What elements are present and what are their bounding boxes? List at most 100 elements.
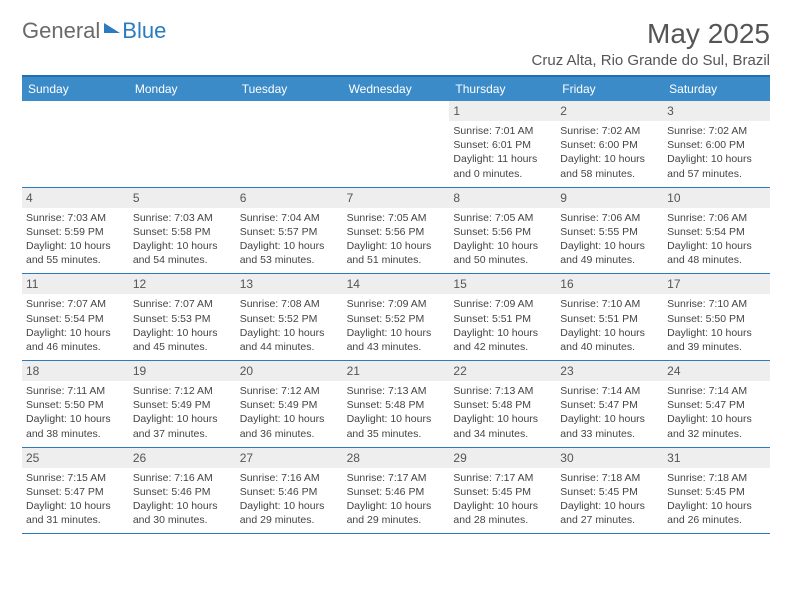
calendar-day: 14Sunrise: 7:09 AMSunset: 5:52 PMDayligh… — [343, 274, 450, 360]
sunrise-text: Sunrise: 7:07 AM — [133, 297, 232, 311]
sunrise-text: Sunrise: 7:18 AM — [560, 471, 659, 485]
daylight-text: Daylight: 10 hours and 40 minutes. — [560, 326, 659, 354]
day-info: Sunrise: 7:16 AMSunset: 5:46 PMDaylight:… — [133, 471, 232, 528]
sunrise-text: Sunrise: 7:02 AM — [560, 124, 659, 138]
day-number: 10 — [663, 188, 770, 208]
day-number: 14 — [343, 274, 450, 294]
daylight-text: Daylight: 10 hours and 29 minutes. — [240, 499, 339, 527]
daylight-text: Daylight: 10 hours and 29 minutes. — [347, 499, 446, 527]
daylight-text: Daylight: 10 hours and 34 minutes. — [453, 412, 552, 440]
day-of-week-cell: Monday — [129, 77, 236, 101]
sunrise-text: Sunrise: 7:06 AM — [667, 211, 766, 225]
calendar-week: 18Sunrise: 7:11 AMSunset: 5:50 PMDayligh… — [22, 361, 770, 448]
sunset-text: Sunset: 5:57 PM — [240, 225, 339, 239]
sunrise-text: Sunrise: 7:09 AM — [453, 297, 552, 311]
calendar-day: 19Sunrise: 7:12 AMSunset: 5:49 PMDayligh… — [129, 361, 236, 447]
calendar-day: 28 Sunrise: 7:17 AMSunset: 5:46 PMDayligh… — [343, 448, 450, 534]
day-number: 5 — [129, 188, 236, 208]
sunset-text: Sunset: 5:47 PM — [26, 485, 125, 499]
daylight-text: Daylight: 10 hours and 27 minutes. — [560, 499, 659, 527]
day-info: Sunrise: 7:17 AMSunset: 5:46 PMDaylight:… — [347, 471, 446, 528]
sunset-text: Sunset: 5:51 PM — [453, 312, 552, 326]
calendar-day: 26Sunrise: 7:16 AMSunset: 5:46 PMDayligh… — [129, 448, 236, 534]
day-info: Sunrise: 7:03 AMSunset: 5:58 PMDaylight:… — [133, 211, 232, 268]
day-info: Sunrise: 7:10 AMSunset: 5:50 PMDaylight:… — [667, 297, 766, 354]
sunrise-text: Sunrise: 7:03 AM — [26, 211, 125, 225]
day-number: 30 — [556, 448, 663, 468]
sunset-text: Sunset: 5:52 PM — [240, 312, 339, 326]
daylight-text: Daylight: 10 hours and 37 minutes. — [133, 412, 232, 440]
day-number: 15 — [449, 274, 556, 294]
day-of-week-cell: Sunday — [22, 77, 129, 101]
day-number: 17 — [663, 274, 770, 294]
day-info: Sunrise: 7:18 AMSunset: 5:45 PMDaylight:… — [667, 471, 766, 528]
day-number: 1 — [449, 101, 556, 121]
sunset-text: Sunset: 5:56 PM — [347, 225, 446, 239]
day-info: Sunrise: 7:12 AMSunset: 5:49 PMDaylight:… — [240, 384, 339, 441]
calendar-day: 20Sunrise: 7:12 AMSunset: 5:49 PMDayligh… — [236, 361, 343, 447]
day-number: 7 — [343, 188, 450, 208]
sunrise-text: Sunrise: 7:15 AM — [26, 471, 125, 485]
daylight-text: Daylight: 10 hours and 45 minutes. — [133, 326, 232, 354]
sunset-text: Sunset: 5:50 PM — [26, 398, 125, 412]
daylight-text: Daylight: 10 hours and 38 minutes. — [26, 412, 125, 440]
sunrise-text: Sunrise: 7:05 AM — [347, 211, 446, 225]
calendar-day: . — [129, 101, 236, 187]
day-info: Sunrise: 7:05 AMSunset: 5:56 PMDaylight:… — [453, 211, 552, 268]
day-number: 22 — [449, 361, 556, 381]
day-info: Sunrise: 7:18 AMSunset: 5:45 PMDaylight:… — [560, 471, 659, 528]
daylight-text: Daylight: 11 hours and 0 minutes. — [453, 152, 552, 180]
day-of-week-cell: Saturday — [663, 77, 770, 101]
day-info: Sunrise: 7:16 AMSunset: 5:46 PMDaylight:… — [240, 471, 339, 528]
day-info: Sunrise: 7:01 AMSunset: 6:01 PMDaylight:… — [453, 124, 552, 181]
calendar-day: . — [343, 101, 450, 187]
day-info: Sunrise: 7:02 AMSunset: 6:00 PMDaylight:… — [667, 124, 766, 181]
calendar-day: 10Sunrise: 7:06 AMSunset: 5:54 PMDayligh… — [663, 188, 770, 274]
daylight-text: Daylight: 10 hours and 49 minutes. — [560, 239, 659, 267]
sunrise-text: Sunrise: 7:10 AM — [560, 297, 659, 311]
day-number: 21 — [343, 361, 450, 381]
sunset-text: Sunset: 5:46 PM — [133, 485, 232, 499]
day-info: Sunrise: 7:04 AMSunset: 5:57 PMDaylight:… — [240, 211, 339, 268]
day-info: Sunrise: 7:13 AMSunset: 5:48 PMDaylight:… — [453, 384, 552, 441]
sunrise-text: Sunrise: 7:18 AM — [667, 471, 766, 485]
day-number: 13 — [236, 274, 343, 294]
day-number: 16 — [556, 274, 663, 294]
daylight-text: Daylight: 10 hours and 33 minutes. — [560, 412, 659, 440]
calendar-day: 18Sunrise: 7:11 AMSunset: 5:50 PMDayligh… — [22, 361, 129, 447]
day-number: 12 — [129, 274, 236, 294]
day-number: 2 — [556, 101, 663, 121]
calendar-day: 24Sunrise: 7:14 AMSunset: 5:47 PMDayligh… — [663, 361, 770, 447]
sunset-text: Sunset: 6:01 PM — [453, 138, 552, 152]
sunrise-text: Sunrise: 7:12 AM — [133, 384, 232, 398]
day-info: Sunrise: 7:14 AMSunset: 5:47 PMDaylight:… — [667, 384, 766, 441]
sunrise-text: Sunrise: 7:17 AM — [347, 471, 446, 485]
daylight-text: Daylight: 10 hours and 51 minutes. — [347, 239, 446, 267]
day-info: Sunrise: 7:03 AMSunset: 5:59 PMDaylight:… — [26, 211, 125, 268]
calendar-day: 21Sunrise: 7:13 AMSunset: 5:48 PMDayligh… — [343, 361, 450, 447]
sunrise-text: Sunrise: 7:12 AM — [240, 384, 339, 398]
calendar-day: 3 Sunrise: 7:02 AMSunset: 6:00 PMDaylight… — [663, 101, 770, 187]
sunrise-text: Sunrise: 7:05 AM — [453, 211, 552, 225]
calendar-day: 29Sunrise: 7:17 AMSunset: 5:45 PMDayligh… — [449, 448, 556, 534]
daylight-text: Daylight: 10 hours and 30 minutes. — [133, 499, 232, 527]
day-info: Sunrise: 7:10 AMSunset: 5:51 PMDaylight:… — [560, 297, 659, 354]
daylight-text: Daylight: 10 hours and 55 minutes. — [26, 239, 125, 267]
calendar-week: 25Sunrise: 7:15 AMSunset: 5:47 PMDayligh… — [22, 448, 770, 535]
calendar-day: 11Sunrise: 7:07 AMSunset: 5:54 PMDayligh… — [22, 274, 129, 360]
calendar-day: . — [22, 101, 129, 187]
daylight-text: Daylight: 10 hours and 26 minutes. — [667, 499, 766, 527]
day-info: Sunrise: 7:12 AMSunset: 5:49 PMDaylight:… — [133, 384, 232, 441]
sunset-text: Sunset: 5:54 PM — [26, 312, 125, 326]
calendar-day: 17 Sunrise: 7:10 AMSunset: 5:50 PMDayligh… — [663, 274, 770, 360]
day-number: 29 — [449, 448, 556, 468]
sunset-text: Sunset: 5:52 PM — [347, 312, 446, 326]
sunset-text: Sunset: 5:50 PM — [667, 312, 766, 326]
page-header: General Blue May 2025 Cruz Alta, Rio Gra… — [22, 18, 770, 69]
day-number: 23 — [556, 361, 663, 381]
day-number: 28 — [343, 448, 450, 468]
calendar-day: 1 Sunrise: 7:01 AMSunset: 6:01 PMDaylight… — [449, 101, 556, 187]
day-number: 4 — [22, 188, 129, 208]
calendar-day: 27Sunrise: 7:16 AMSunset: 5:46 PMDayligh… — [236, 448, 343, 534]
day-number: 3 — [663, 101, 770, 121]
